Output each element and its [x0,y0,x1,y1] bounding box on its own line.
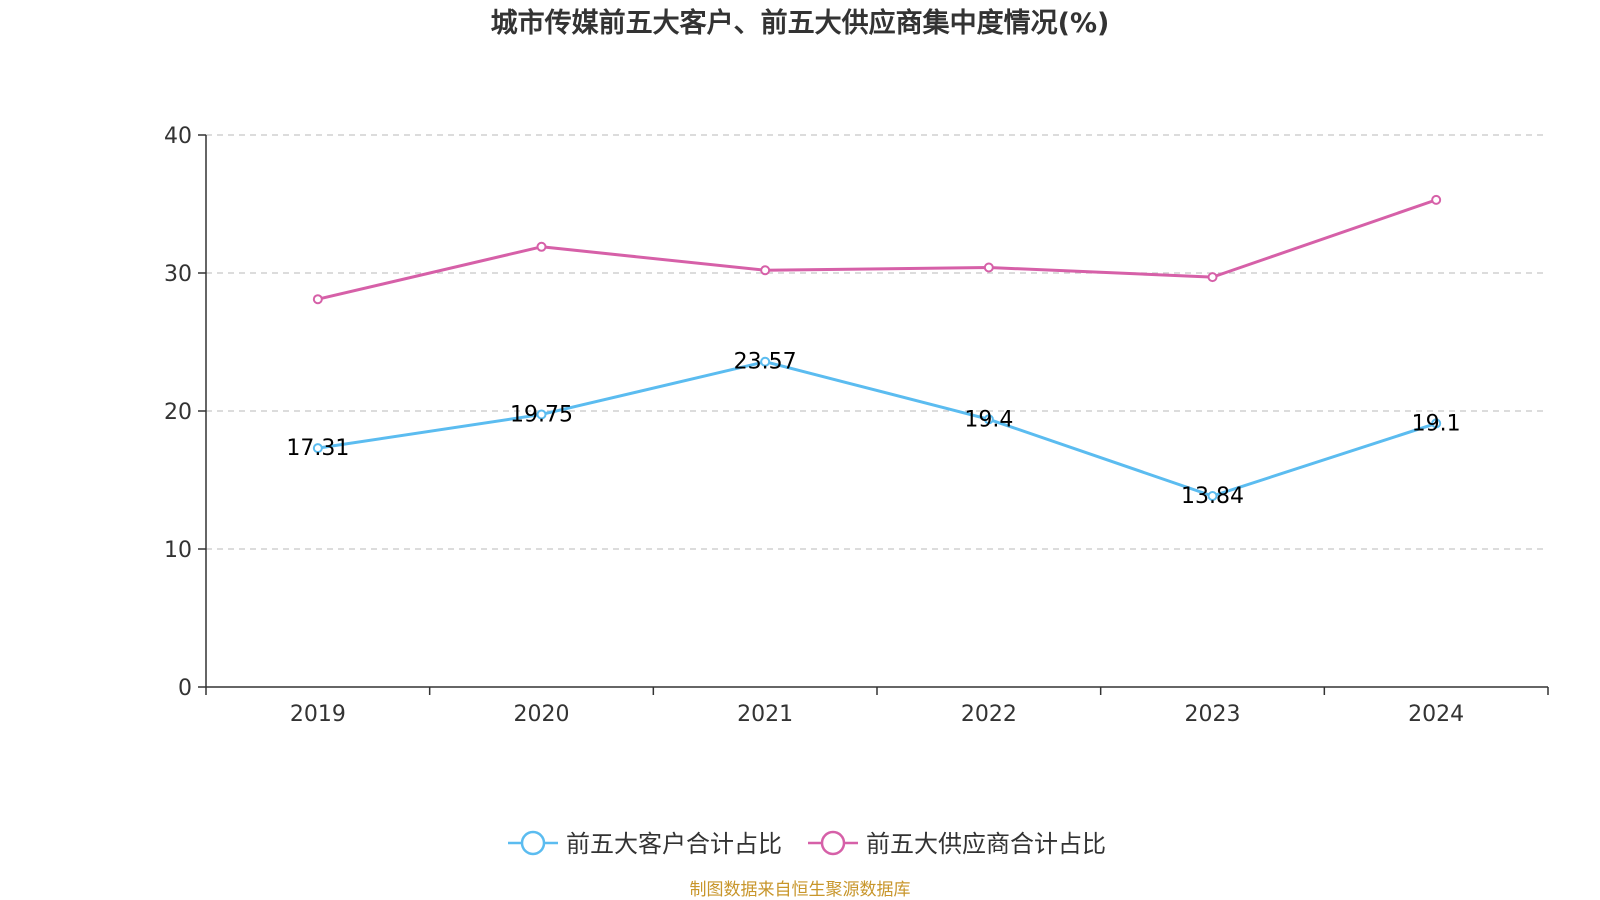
y-tick-label: 20 [164,400,192,425]
x-tick-label: 2022 [961,702,1017,727]
data-point[interactable] [1431,194,1442,205]
data-point[interactable] [1207,272,1218,283]
legend-label: 前五大客户合计占比 [566,830,782,858]
legend-marker [520,830,546,856]
data-point[interactable] [312,294,323,305]
data-label: 19.1 [1412,411,1461,436]
series-layer [312,194,1442,502]
x-tick-label: 2021 [737,702,793,727]
data-point[interactable] [312,443,323,454]
y-tick-label: 30 [164,262,192,287]
x-tick-label: 2023 [1185,702,1241,727]
source-note: 制图数据来自恒生聚源数据库 [690,880,911,900]
data-label: 17.31 [286,436,349,461]
legend-label: 前五大供应商合计占比 [866,830,1106,858]
grid-lines [206,134,1548,550]
data-point[interactable] [536,409,547,420]
data-point[interactable] [760,265,771,276]
data-point[interactable] [1207,491,1218,502]
y-tick-label: 40 [164,124,192,149]
y-tick-label: 10 [164,538,192,563]
legend-item-2[interactable]: 前五大供应商合计占比 [808,830,1106,858]
data-label: 19.75 [510,402,573,427]
data-point[interactable] [983,414,994,425]
legend[interactable]: 前五大客户合计占比 前五大供应商合计占比 [508,830,1106,858]
data-point[interactable] [983,262,994,273]
data-label: 19.4 [964,407,1013,432]
chart-title: 城市传媒前五大客户、前五大供应商集中度情况(%) [491,7,1110,39]
y-tick-label: 0 [178,676,192,701]
axes: 0 10 20 30 40 2019 2020 2021 2022 2023 2024 [164,124,1549,727]
series-line-1 [317,360,1437,498]
data-point[interactable] [536,241,547,252]
series-line-2 [317,198,1437,301]
data-label: 13.84 [1181,484,1244,509]
x-tick-label: 2019 [290,702,346,727]
data-point[interactable] [760,356,771,367]
legend-item-1[interactable]: 前五大客户合计占比 [508,830,782,858]
data-point[interactable] [1431,418,1442,429]
data-label: 23.57 [734,350,797,375]
x-tick-label: 2024 [1408,702,1464,727]
x-tick-label: 2020 [514,702,570,727]
data-labels: 17.31 19.75 23.57 19.4 13.84 19.1 [286,350,1460,509]
legend-marker [820,830,846,856]
